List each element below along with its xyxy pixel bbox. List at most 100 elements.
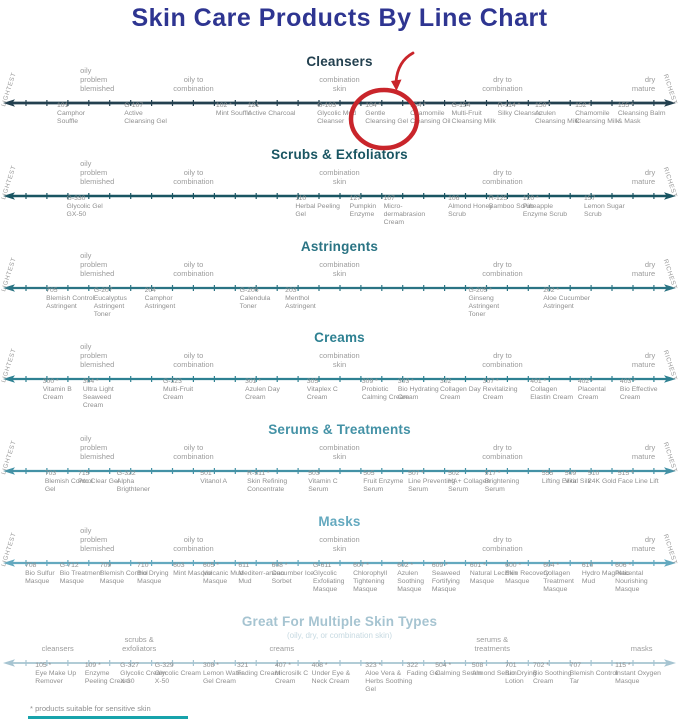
axis-arrowhead-right-icon (664, 284, 676, 292)
skin-type-label-line: dry (644, 75, 656, 85)
product-code: 121 (247, 102, 260, 109)
skin-type-label-line: dry (644, 535, 656, 545)
axis-arrowhead-left-icon (3, 375, 15, 383)
product-name: Camphor Astringent (144, 294, 176, 310)
product-name: Eucalyptus Astringent Toner (93, 294, 127, 318)
product-code: 401 * (530, 378, 547, 385)
product-label: 407 * Microsilk C Cream (275, 662, 323, 686)
product-label: 109 * Enzyme Peeling Cream (85, 662, 133, 686)
axis-arrowhead-left-icon (3, 192, 15, 200)
footnote-underline (28, 716, 188, 719)
product-name: Blemish Control Gel (44, 477, 93, 493)
product-code: 609 * (431, 562, 448, 569)
skin-type-label-line: problem (80, 260, 108, 270)
skin-type-label-line: dry to (493, 535, 512, 545)
skin-type-label-line: dry (644, 168, 656, 178)
product-code: 503 (308, 470, 320, 477)
skin-type-label-line: mature (631, 360, 656, 370)
skin-type-label-line: combination (482, 452, 523, 462)
section-masks: Masks oily problem blemished oily to combinat… (0, 512, 679, 605)
skin-type-label-line: dry to (493, 351, 512, 361)
product-name: Fading Cream (236, 669, 281, 677)
axis (0, 655, 679, 667)
skin-type-label-line: mature (631, 544, 656, 554)
product-label: 607 * Chlorophyll Tightening Masque (353, 562, 401, 594)
product-label: 503 Vitamin C Serum (308, 470, 356, 494)
product-code: 101 (57, 102, 69, 109)
product-label: 501 Vitanol A (200, 470, 248, 486)
section-cleansers: Cleansers oily problem blemished oily to comb… (0, 52, 679, 145)
product-label: R-114 * Silky Cleanser (498, 102, 546, 118)
skin-type-label-line: dry to (493, 443, 512, 453)
product-name: Natural Lecithin Masque (469, 569, 518, 585)
product-code: 703 (44, 470, 57, 477)
section-title: Serums & Treatments (268, 422, 411, 437)
product-code: 301 * (245, 378, 261, 385)
skin-type-label: dry mature (632, 168, 656, 187)
axis (0, 188, 679, 200)
axis (0, 463, 679, 475)
skin-type-label-line: combination (173, 177, 214, 187)
product-label: 604 * Collagen Treatment Masque (543, 562, 591, 594)
product-name: Pro Clear Gel (78, 477, 120, 485)
product-code: 603 (173, 562, 185, 569)
skin-type-label: dry to combination (482, 168, 523, 187)
skin-type-label: masks (631, 644, 653, 654)
skin-type-label-line: exfoliators (122, 644, 157, 654)
product-label: 110 Herbal Peeling Gel (295, 195, 343, 219)
skin-type-label-line: combination (319, 260, 360, 270)
product-code: R-511 * (247, 470, 270, 477)
product-name: Herbal Peeling Gel (295, 202, 340, 218)
product-name: Almond Honey Scrub (448, 202, 493, 218)
skin-type-label-line: oily (80, 434, 92, 444)
skin-type-label-line: oily (80, 251, 92, 261)
product-code: G-323 (162, 378, 182, 385)
product-code: 501 (200, 470, 212, 477)
axis-arrowhead-right-icon (664, 559, 676, 567)
product-code: 505 (363, 470, 375, 477)
skin-type-label: combination skin (319, 351, 359, 370)
skin-type-label-line: problem (80, 443, 108, 453)
product-name: Azulen Cleansing Milk (535, 109, 580, 125)
product-name: Silky Cleanser (497, 109, 542, 117)
skin-type-label: combination skin (319, 260, 360, 279)
product-code: 323 * (365, 662, 382, 669)
skin-type-label: dry to combination (482, 351, 522, 370)
product-label: 157 Lemon Sugar Scrub (584, 195, 632, 219)
product-label: 321 Fading Cream (237, 662, 285, 678)
product-label: 606 * Placental Nourishing Masque (615, 562, 663, 594)
product-label: 304 * Ultra Light Seaweed Cream (83, 378, 131, 410)
product-name: Probiotic Calming Cream (361, 385, 410, 401)
section-great-for-multiple-skin-types: Great For Multiple Skin Types (oily, dry,… (0, 612, 679, 705)
product-label: 701 Bio Drying Lotion (505, 662, 553, 686)
product-label: 602 * Azulen Soothing Masque (397, 562, 445, 594)
product-name: Revitalizing Cream (482, 385, 518, 401)
product-code: 608 * (271, 562, 288, 569)
section-subtitle: (oily, dry, or combination skin) (286, 631, 393, 640)
product-name: Mint Souffle (215, 109, 252, 117)
product-name: Brightening Serum (484, 477, 520, 493)
product-code: 402 * (577, 378, 594, 385)
product-code: 109 * (84, 662, 101, 669)
product-code: 601 * (469, 562, 486, 569)
product-label: 120 * Pineapple Enzyme Scrub (523, 195, 571, 219)
product-name: Collagen Elastin Cream (530, 385, 573, 401)
skin-type-label-line: oily to (183, 535, 204, 545)
product-code: G-207 (93, 287, 113, 294)
section-title: Creams (314, 330, 365, 345)
product-code: 300 * (42, 378, 59, 385)
skin-type-label-line: blemished (80, 177, 115, 187)
product-code: 515 * (617, 470, 634, 477)
skin-type-label-line: combination (482, 177, 523, 187)
product-label: G-330 Glycolic Gel GX-50 (67, 195, 115, 219)
skin-type-label-line: dry (644, 260, 656, 270)
skin-type-label: oily problem blemished (80, 160, 114, 187)
product-code: G-330 (66, 195, 86, 202)
skin-type-label: dry mature (632, 260, 656, 279)
skin-type-label: dry mature (632, 443, 655, 462)
product-name: Chamomile Cleansing Milk (575, 109, 620, 125)
skin-type-label: scrubs & exfoliators (122, 635, 157, 654)
product-code: 504 * (435, 662, 452, 669)
product-label: 517 * Brightening Serum (485, 470, 533, 494)
product-label: 502 HA+ Collagen Serum (448, 470, 496, 494)
